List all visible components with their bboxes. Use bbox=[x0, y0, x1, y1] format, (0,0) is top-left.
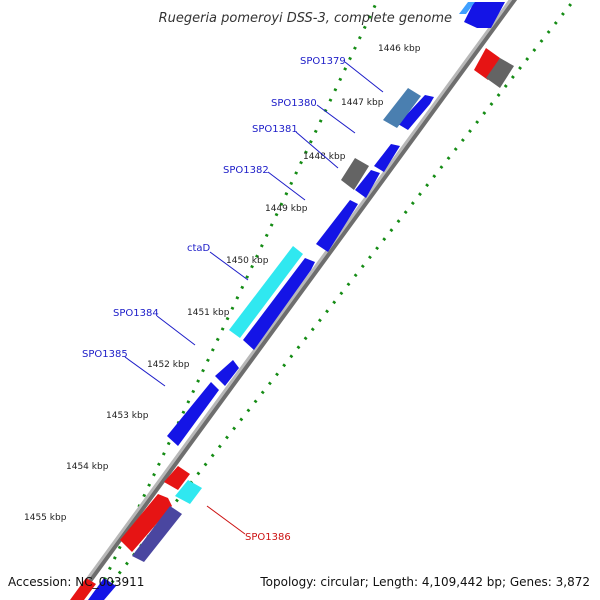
tick-label: 1446 kbp bbox=[378, 44, 421, 54]
tick-label: 1449 kbp bbox=[265, 204, 308, 214]
label-leader-line bbox=[124, 356, 166, 387]
tick-label: 1455 kbp bbox=[24, 513, 67, 523]
outer-dotted-ring bbox=[93, 0, 380, 600]
gene-feature bbox=[229, 246, 303, 338]
gene-feature bbox=[464, 2, 505, 28]
gene-label: SPO1381 bbox=[252, 124, 298, 135]
tick-label: 1451 kbp bbox=[187, 308, 230, 318]
map-title: Ruegeria pomeroyi DSS-3, complete genome bbox=[159, 11, 452, 26]
gene-feature bbox=[341, 158, 369, 190]
gene-label: SPO1385 bbox=[82, 349, 128, 360]
label-leader-line bbox=[267, 171, 306, 201]
gene-label: SPO1382 bbox=[223, 165, 269, 176]
tick-label: 1453 kbp bbox=[106, 411, 149, 421]
gene-feature bbox=[316, 200, 358, 252]
gene-feature bbox=[120, 494, 172, 552]
gene-feature bbox=[374, 144, 400, 172]
gene-feature bbox=[132, 506, 182, 562]
label-leader-line bbox=[316, 104, 356, 134]
label-leader-line bbox=[209, 251, 249, 281]
backbone-ring bbox=[70, 0, 513, 600]
gene-feature bbox=[243, 258, 315, 350]
backbone-ring-shadow bbox=[72, 0, 518, 600]
gene-feature bbox=[486, 58, 514, 88]
gene-label: ctaD bbox=[187, 243, 211, 254]
label-leader-line bbox=[295, 131, 339, 169]
gene-label: SPO1379 bbox=[300, 56, 346, 67]
label-leader-line bbox=[156, 315, 196, 346]
gene-feature bbox=[355, 170, 380, 198]
gene-feature bbox=[167, 382, 219, 446]
inner-dotted-ring bbox=[96, 0, 576, 600]
tick-label: 1454 kbp bbox=[66, 462, 109, 472]
gene-feature bbox=[88, 578, 116, 600]
gene-feature bbox=[474, 48, 500, 80]
gene-feature bbox=[383, 88, 421, 128]
genome-summary-text: Topology: circular; Length: 4,109,442 bp… bbox=[259, 575, 590, 589]
gene-label: SPO1384 bbox=[113, 308, 159, 319]
accession-text: Accession: NC_003911 bbox=[8, 575, 144, 589]
tick-label: 1452 kbp bbox=[147, 360, 190, 370]
gene-label: SPO1380 bbox=[271, 98, 317, 109]
gene-feature bbox=[215, 360, 239, 386]
gene-feature bbox=[164, 466, 190, 490]
gene-feature bbox=[70, 578, 96, 600]
label-leader-line bbox=[206, 505, 246, 535]
tick-label: 1450 kbp bbox=[226, 256, 269, 266]
tick-label: 1447 kbp bbox=[341, 98, 384, 108]
gene-feature bbox=[398, 95, 434, 130]
label-leader-line bbox=[344, 61, 384, 93]
tick-label: 1448 kbp bbox=[303, 152, 346, 162]
gene-feature bbox=[175, 480, 202, 504]
gene-feature bbox=[459, 2, 475, 14]
gene-label: SPO1386 bbox=[245, 532, 291, 543]
